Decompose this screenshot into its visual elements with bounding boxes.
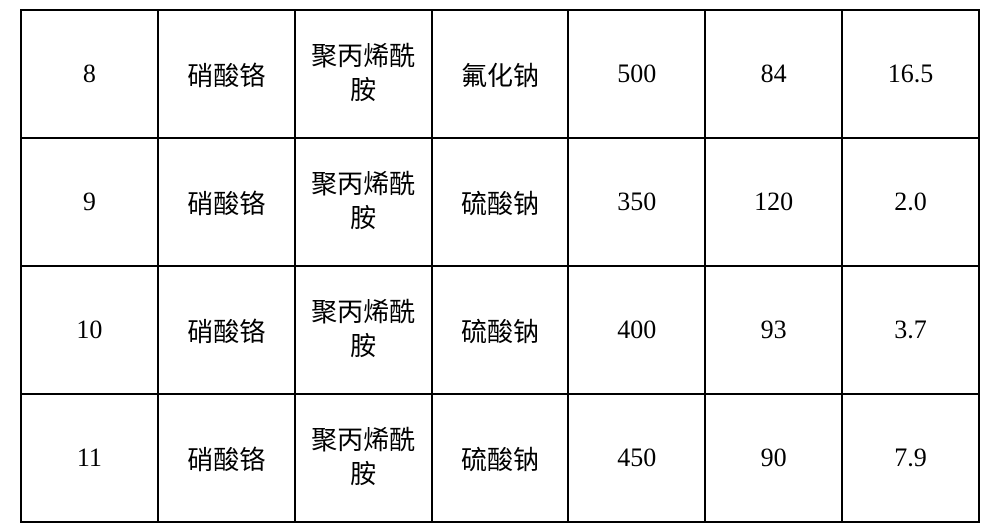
table-cell: 7.9: [842, 394, 979, 522]
table-cell: 84: [705, 10, 842, 138]
table-cell: 350: [568, 138, 705, 266]
cell-line1: 聚丙烯酰胺: [311, 42, 415, 105]
table-cell: 硝酸铬: [158, 394, 295, 522]
table-row: 11 硝酸铬 聚丙烯酰胺 硫酸钠 450 90 7.9: [21, 394, 979, 522]
table-cell: 氟化钠: [432, 10, 569, 138]
table-cell: 2.0: [842, 138, 979, 266]
cell-line1: 聚丙烯酰胺: [311, 426, 415, 489]
table-row: 8 硝酸铬 聚丙烯酰胺 氟化钠 500 84 16.5: [21, 10, 979, 138]
table-cell: 硝酸铬: [158, 138, 295, 266]
table-cell: 聚丙烯酰胺: [295, 394, 432, 522]
table-cell: 10: [21, 266, 158, 394]
table-cell: 硫酸钠: [432, 266, 569, 394]
table-cell: 8: [21, 10, 158, 138]
table-row: 9 硝酸铬 聚丙烯酰胺 硫酸钠 350 120 2.0: [21, 138, 979, 266]
table-cell: 16.5: [842, 10, 979, 138]
table-cell: 3.7: [842, 266, 979, 394]
data-table: 8 硝酸铬 聚丙烯酰胺 氟化钠 500 84 16.5 9 硝酸铬 聚丙烯酰胺 …: [20, 9, 980, 523]
table-cell: 450: [568, 394, 705, 522]
cell-line1: 聚丙烯酰胺: [311, 170, 415, 233]
table-cell: 11: [21, 394, 158, 522]
cell-line1: 聚丙烯酰胺: [311, 298, 415, 361]
table-row: 10 硝酸铬 聚丙烯酰胺 硫酸钠 400 93 3.7: [21, 266, 979, 394]
table-cell: 500: [568, 10, 705, 138]
table-cell: 93: [705, 266, 842, 394]
table-cell: 90: [705, 394, 842, 522]
table-cell: 120: [705, 138, 842, 266]
table-cell: 聚丙烯酰胺: [295, 266, 432, 394]
table-cell: 9: [21, 138, 158, 266]
table-cell: 聚丙烯酰胺: [295, 138, 432, 266]
table-cell: 硝酸铬: [158, 266, 295, 394]
table-cell: 硝酸铬: [158, 10, 295, 138]
table-cell: 聚丙烯酰胺: [295, 10, 432, 138]
table-body: 8 硝酸铬 聚丙烯酰胺 氟化钠 500 84 16.5 9 硝酸铬 聚丙烯酰胺 …: [21, 10, 979, 522]
table-cell: 硫酸钠: [432, 394, 569, 522]
table-cell: 400: [568, 266, 705, 394]
data-table-container: 8 硝酸铬 聚丙烯酰胺 氟化钠 500 84 16.5 9 硝酸铬 聚丙烯酰胺 …: [20, 9, 980, 523]
table-cell: 硫酸钠: [432, 138, 569, 266]
